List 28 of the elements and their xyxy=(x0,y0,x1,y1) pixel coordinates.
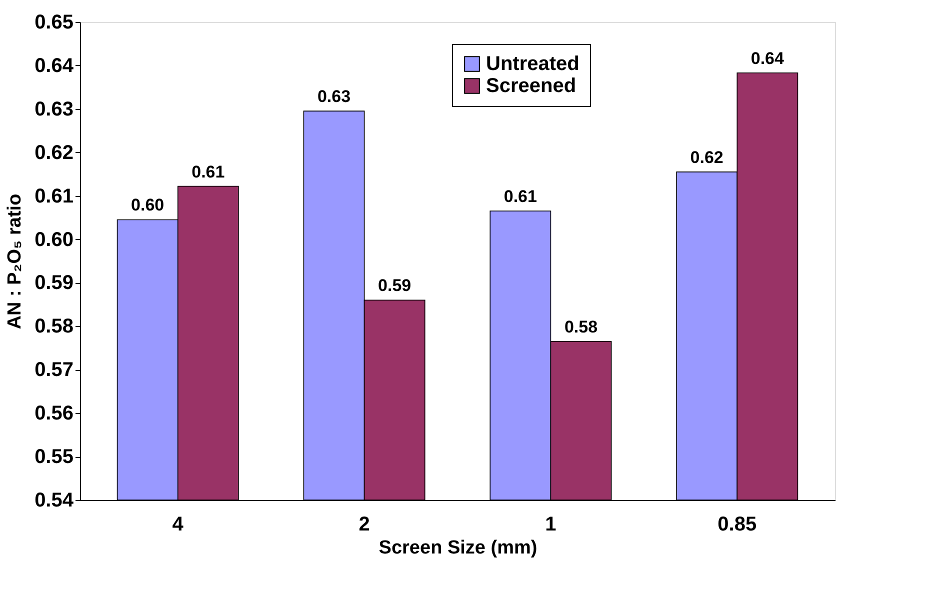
x-axis-title: Screen Size (mm) xyxy=(378,538,538,558)
x-tick-label: 1 xyxy=(545,514,556,536)
y-axis-title: AN : P₂O₅ ratio xyxy=(4,194,26,330)
y-tick-label: 0.61 xyxy=(34,185,74,208)
legend-label: Untreated xyxy=(486,53,580,75)
x-tick-label: 4 xyxy=(172,514,184,536)
y-tick-label: 0.65 xyxy=(34,12,74,34)
data-label: 0.58 xyxy=(564,317,598,336)
data-label: 0.63 xyxy=(317,87,351,106)
x-tick-label: 2 xyxy=(358,514,370,536)
data-label: 0.62 xyxy=(690,148,724,167)
y-tick-label: 0.58 xyxy=(34,316,74,338)
y-tick-label: 0.56 xyxy=(34,402,74,425)
legend-label: Screened xyxy=(486,75,576,97)
data-label: 0.60 xyxy=(131,196,164,215)
data-label: 0.61 xyxy=(192,162,225,182)
y-tick-label: 0.57 xyxy=(34,359,74,382)
data-label: 0.59 xyxy=(378,276,412,296)
y-tick-label: 0.64 xyxy=(34,54,74,77)
y-tick-label: 0.62 xyxy=(34,142,74,164)
y-tick-label: 0.59 xyxy=(34,272,74,294)
x-tick-label: 0.85 xyxy=(718,514,757,536)
y-tick-label: 0.54 xyxy=(34,490,74,512)
y-tick-label: 0.55 xyxy=(34,446,74,468)
y-tick-label: 0.63 xyxy=(34,98,74,120)
y-tick-label: 0.60 xyxy=(34,228,74,251)
data-label: 0.64 xyxy=(750,48,785,68)
data-label: 0.61 xyxy=(504,187,537,206)
